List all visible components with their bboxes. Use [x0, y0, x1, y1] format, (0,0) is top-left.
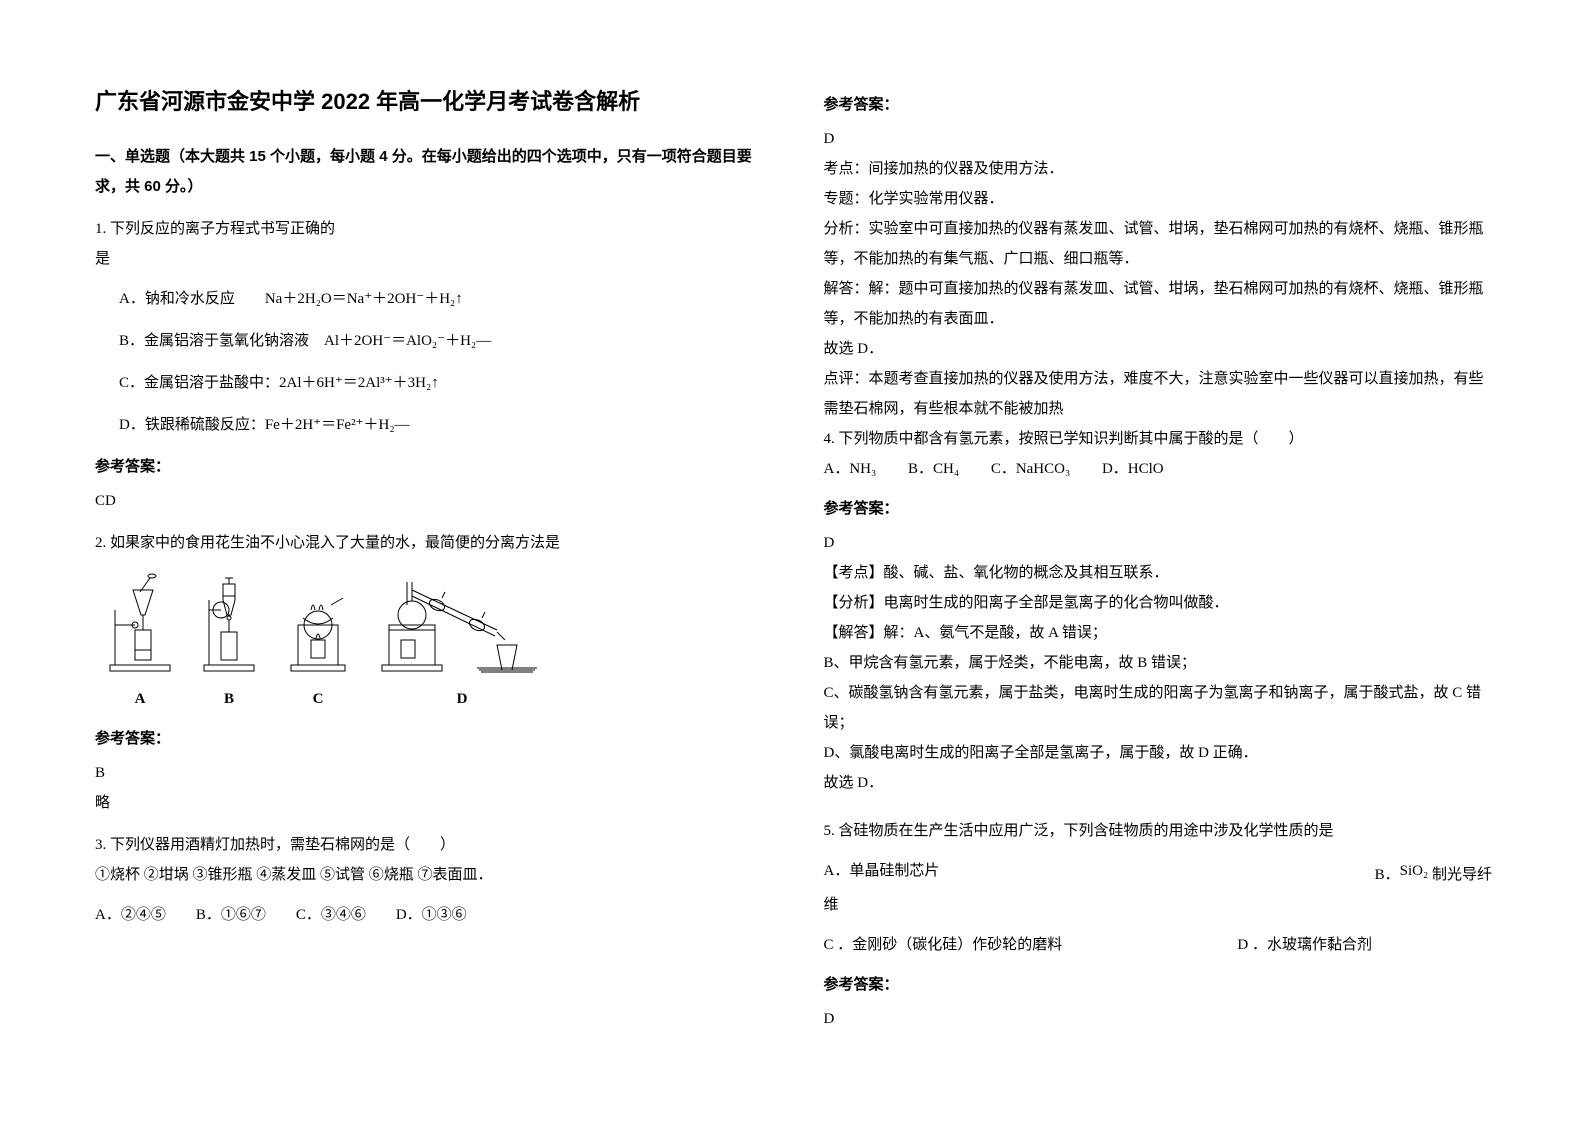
q5-optA: A．单晶硅制芯片: [824, 856, 940, 890]
q5-optB: B．SiO₂ 制光导纤: [1375, 856, 1492, 890]
q3-line1: 专题：化学实验常用仪器．: [824, 184, 1493, 214]
page-title: 广东省河源市金安中学 2022 年高一化学月考试卷含解析: [95, 80, 764, 124]
apparatus-B-label: B: [199, 684, 259, 714]
distillation-icon: [377, 570, 547, 680]
q4-optD: D．HClO: [1102, 461, 1164, 477]
q1-answer: CD: [95, 486, 764, 516]
right-column: 参考答案： D 考点：间接加热的仪器及使用方法． 专题：化学实验常用仪器． 分析…: [824, 80, 1493, 1042]
q5-row1c: 维: [824, 890, 1493, 920]
q3-line0: 考点：间接加热的仪器及使用方法．: [824, 154, 1493, 184]
apparatus-D: D: [377, 570, 547, 714]
q3-stem: 3. 下列仪器用酒精灯加热时，需垫石棉网的是（ ）: [95, 830, 764, 860]
q3-line3: 解答：解：题中可直接加热的仪器有蒸发皿、试管、坩埚，垫石棉网可加热的有烧杯、烧瓶…: [824, 274, 1493, 334]
q3-line2: 分析：实验室中可直接加热的仪器有蒸发皿、试管、坩埚，垫石棉网可加热的有烧杯、烧瓶…: [824, 214, 1493, 274]
apparatus-A-label: A: [105, 684, 175, 714]
q4-answer-label: 参考答案：: [824, 494, 1493, 524]
q4-line3: B、甲烷含有氢元素，属于烃类，不能电离，故 B 错误；: [824, 648, 1493, 678]
q3-line5: 点评：本题考查直接加热的仪器及使用方法，难度不大，注意实验室中一些仪器可以直接加…: [824, 364, 1493, 424]
evaporation-icon: [283, 570, 353, 680]
apparatus-D-label: D: [377, 684, 547, 714]
apparatus-C: C: [283, 570, 353, 714]
q4-optC: C．NaHCO₃: [991, 461, 1070, 477]
q1-optA: A．钠和冷水反应 Na＋2H₂O＝Na⁺＋2OH⁻＋H₂↑: [119, 284, 764, 314]
q5-answer-label: 参考答案：: [824, 970, 1493, 1000]
apparatus-B: B: [199, 570, 259, 714]
q3-answer: D: [824, 124, 1493, 154]
q1-stem-line1: 1. 下列反应的离子方程式书写正确的: [95, 214, 764, 244]
q4-answer: D: [824, 528, 1493, 558]
q4-line2: 【解答】解：A、氨气不是酸，故 A 错误；: [824, 618, 1493, 648]
q5-optD: D ．水玻璃作黏合剂: [1237, 930, 1372, 960]
q1-answer-label: 参考答案：: [95, 452, 764, 482]
q5-optC: C ．金刚砂（碳化硅）作砂轮的磨料: [824, 930, 1063, 960]
q1-options: A．钠和冷水反应 Na＋2H₂O＝Na⁺＋2OH⁻＋H₂↑ B．金属铝溶于氢氧化…: [119, 284, 764, 440]
q5-answer: D: [824, 1004, 1493, 1034]
section-header: 一、单选题（本大题共 15 个小题，每小题 4 分。在每小题给出的四个选项中，只…: [95, 142, 764, 202]
apparatus-C-label: C: [283, 684, 353, 714]
q5-optB-formula: SiO₂: [1400, 863, 1429, 879]
q5-optB-suffix: 制光导纤: [1428, 867, 1492, 883]
q3-line4: 故选 D．: [824, 334, 1493, 364]
q1-optD: D．铁跟稀硫酸反应：Fe＋2H⁺＝Fe²⁺＋H₂—: [119, 410, 764, 440]
left-column: 广东省河源市金安中学 2022 年高一化学月考试卷含解析 一、单选题（本大题共 …: [95, 80, 764, 1042]
q3-options: A．②④⑤ B．①⑥⑦ C．③④⑥ D．①③⑥: [95, 900, 764, 930]
separating-funnel-icon: [199, 570, 259, 680]
q5-row2: C ．金刚砂（碳化硅）作砂轮的磨料 D ．水玻璃作黏合剂: [824, 930, 1493, 960]
q4-line0: 【考点】酸、碱、盐、氧化物的概念及其相互联系．: [824, 558, 1493, 588]
q2-answer: B: [95, 758, 764, 788]
q4-line5: D、氯酸电离时生成的阳离子全部是氢离子，属于酸，故 D 正确．: [824, 738, 1493, 768]
q2-stem: 2. 如果家中的食用花生油不小心混入了大量的水，最简便的分离方法是: [95, 528, 764, 558]
q4-line6: 故选 D．: [824, 768, 1493, 798]
q4-options: A．NH₃ B．CH₄ C．NaHCO₃ D．HClO: [824, 454, 1493, 484]
filtration-icon: [105, 570, 175, 680]
q4-optA: A．NH₃: [824, 461, 877, 477]
q3-answer-label: 参考答案：: [824, 90, 1493, 120]
q5-stem: 5. 含硅物质在生产生活中应用广泛，下列含硅物质的用途中涉及化学性质的是: [824, 816, 1493, 846]
apparatus-A: A: [105, 570, 175, 714]
q3-items: ①烧杯 ②坩埚 ③锥形瓶 ④蒸发皿 ⑤试管 ⑥烧瓶 ⑦表面皿．: [95, 860, 764, 890]
apparatus-figures: A B: [105, 570, 764, 714]
q4-line4: C、碳酸氢钠含有氢元素，属于盐类，电离时生成的阳离子为氢离子和钠离子，属于酸式盐…: [824, 678, 1493, 738]
q1-optB: B．金属铝溶于氢氧化钠溶液 Al＋2OH⁻＝AlO₂⁻＋H₂—: [119, 326, 764, 356]
q4-line1: 【分析】电离时生成的阳离子全部是氢离子的化合物叫做酸．: [824, 588, 1493, 618]
q5-row1: A．单晶硅制芯片 B．SiO₂ 制光导纤: [824, 856, 1493, 890]
q4-optB: B．CH₄: [908, 461, 959, 477]
q1-optC: C．金属铝溶于盐酸中：2Al＋6H⁺＝2Al³⁺＋3H₂↑: [119, 368, 764, 398]
q2-answer-label: 参考答案：: [95, 724, 764, 754]
q2-note: 略: [95, 788, 764, 818]
q5-optB-prefix: B．: [1375, 867, 1400, 883]
q4-stem: 4. 下列物质中都含有氢元素，按照已学知识判断其中属于酸的是（ ）: [824, 424, 1493, 454]
q1-stem-line2: 是: [95, 244, 764, 274]
